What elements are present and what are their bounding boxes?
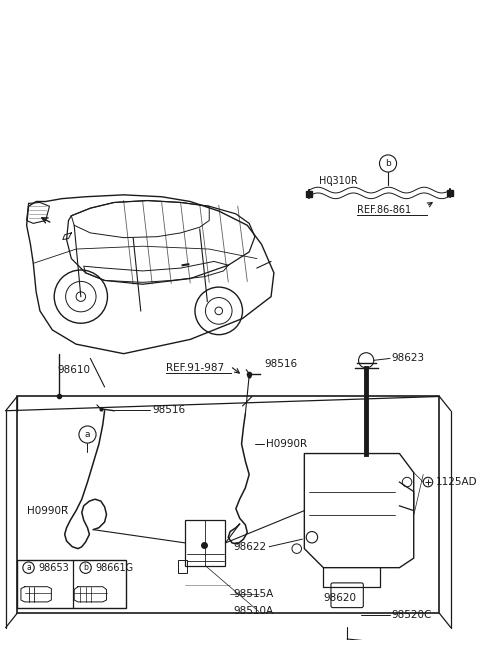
Text: b: b bbox=[83, 563, 88, 572]
Text: H0310R: H0310R bbox=[319, 176, 357, 186]
Text: a: a bbox=[85, 430, 90, 439]
Text: 98520C: 98520C bbox=[392, 610, 432, 620]
Text: 98610: 98610 bbox=[57, 365, 90, 375]
Text: REF.86-861: REF.86-861 bbox=[357, 205, 411, 215]
Text: 98515A: 98515A bbox=[233, 589, 273, 600]
Text: 98516: 98516 bbox=[152, 405, 185, 415]
Text: 98620: 98620 bbox=[324, 593, 356, 603]
Text: H0990R: H0990R bbox=[266, 439, 307, 449]
Text: 98653: 98653 bbox=[38, 563, 69, 573]
Text: 98516: 98516 bbox=[264, 359, 298, 369]
Text: 98510A: 98510A bbox=[233, 606, 273, 617]
Text: 98622: 98622 bbox=[233, 542, 266, 552]
Text: 1125AD: 1125AD bbox=[435, 477, 477, 487]
Text: REF.91-987: REF.91-987 bbox=[167, 363, 225, 373]
Text: b: b bbox=[385, 159, 391, 168]
Text: 98623: 98623 bbox=[392, 354, 425, 363]
Text: a: a bbox=[26, 563, 31, 572]
Text: 98661G: 98661G bbox=[95, 563, 133, 573]
Text: H0990R: H0990R bbox=[26, 506, 68, 516]
